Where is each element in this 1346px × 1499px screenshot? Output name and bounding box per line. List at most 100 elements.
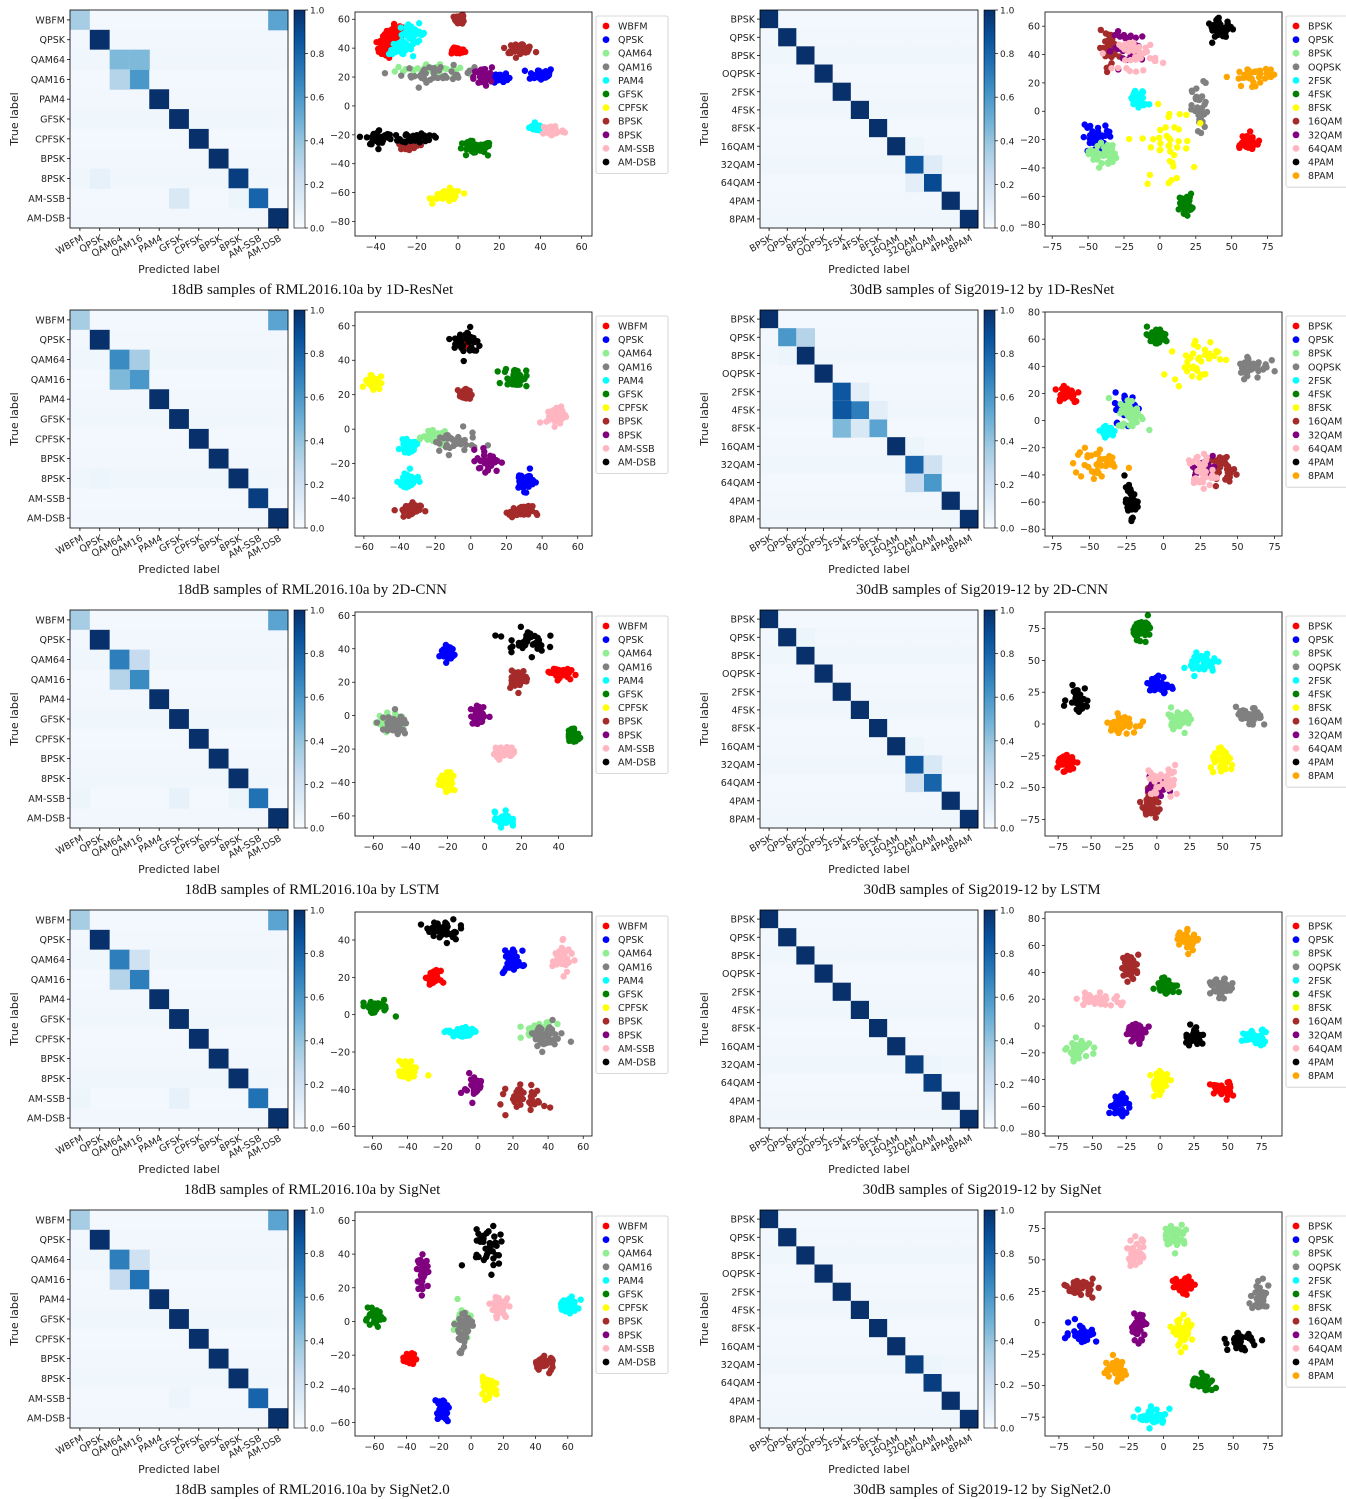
cm-cell	[149, 669, 170, 690]
tsne-point	[486, 713, 493, 721]
cm-cell	[796, 473, 815, 493]
tsne-point	[508, 637, 515, 644]
tsne-point	[1226, 473, 1233, 481]
cm-cell	[70, 929, 91, 951]
cm-cell	[869, 382, 888, 402]
tsne-point	[1188, 87, 1196, 94]
cm-cell	[850, 209, 870, 229]
cm-cell	[129, 689, 150, 710]
tsne-point	[389, 727, 396, 734]
cm-cell	[869, 64, 888, 84]
tsne-point	[1164, 772, 1171, 779]
cm-cell	[923, 173, 943, 193]
tsne-point	[425, 973, 432, 981]
cm-cell	[778, 82, 797, 102]
cm-row-label: AM-DSB	[27, 514, 65, 525]
cm-cell	[869, 719, 888, 738]
cm-row-label: 16QAM	[721, 742, 755, 753]
cm-cell	[905, 628, 924, 647]
cm-cell	[208, 89, 230, 110]
cm-row-label: CPFSK	[35, 1034, 66, 1045]
cm-cell	[149, 910, 170, 931]
tsne-point	[1105, 394, 1113, 402]
tsne-point	[570, 736, 577, 744]
cm-cell	[109, 369, 130, 390]
cm-row-label: AM-DSB	[27, 1114, 65, 1125]
cm-cell	[268, 929, 289, 951]
cm-cell	[248, 808, 269, 829]
cm-cell	[887, 100, 906, 120]
cm-ylabel: True label	[698, 392, 711, 446]
cm-cell	[796, 773, 815, 793]
cm-cell	[832, 809, 852, 829]
cm-cell	[796, 809, 815, 829]
tsne-point	[1228, 466, 1235, 474]
tsne-point	[395, 46, 403, 53]
tsne-point	[536, 419, 544, 426]
cm-cell	[760, 64, 779, 84]
cm-cell	[228, 488, 249, 509]
legend-label: 8PSK	[1308, 49, 1333, 60]
cm-cell	[129, 109, 150, 130]
colorbar-tick-label: 1.0	[310, 907, 325, 917]
cm-cell	[129, 748, 150, 770]
legend-label: GFSK	[618, 90, 644, 101]
cm-cell	[923, 700, 943, 720]
tsne-point	[1176, 110, 1183, 118]
legend-marker	[602, 377, 610, 384]
tsne-point	[545, 70, 552, 77]
cm-cell	[208, 629, 230, 651]
cm-cell	[941, 155, 961, 174]
cm-cell	[228, 109, 249, 130]
tsne-point	[1212, 482, 1220, 490]
cm-cell	[208, 610, 230, 631]
tsne-point	[462, 441, 470, 448]
legend-label: 8FSK	[1308, 103, 1332, 114]
cm-cell	[905, 491, 924, 511]
cm-cell	[109, 109, 130, 130]
cm-cell	[208, 349, 230, 370]
colorbar-tick-label: 0.8	[310, 950, 325, 960]
tsne-point	[1126, 408, 1133, 415]
cm-cell	[959, 119, 979, 138]
tsne-ytick-label: 80	[1028, 308, 1040, 319]
cm-cell	[923, 664, 943, 684]
tsne-point	[519, 947, 526, 954]
cm-cell	[887, 364, 906, 384]
cm-cell	[268, 1068, 289, 1089]
cm-cell	[129, 89, 150, 110]
cm-cell	[149, 610, 170, 631]
cm-cell	[248, 709, 269, 730]
tsne-point	[375, 145, 382, 153]
cm-cell	[814, 455, 834, 474]
cm-cell	[89, 69, 111, 90]
cm-cell	[109, 69, 130, 90]
cm-cell	[941, 437, 961, 456]
confusion-matrix: WBFMWBFMQPSKQPSKQAM64QAM64QAM16QAM16PAM4…	[8, 609, 289, 876]
cm-cell	[228, 649, 249, 670]
legend-marker	[602, 390, 610, 398]
cm-cell	[208, 649, 230, 670]
legend-label: AM-SSB	[618, 444, 655, 455]
cm-cell	[129, 989, 150, 1010]
tsne-point	[474, 713, 481, 720]
tsne-point	[1125, 720, 1132, 727]
legend-marker	[1292, 445, 1300, 452]
legend-marker	[1292, 322, 1300, 330]
tsne-point	[1184, 201, 1191, 208]
cm-cell	[923, 155, 943, 174]
cm-cell	[268, 89, 289, 110]
cm-row-label: QAM64	[31, 355, 65, 366]
cm-cell	[268, 689, 289, 710]
colorbar-tick-label: 0.0	[310, 1125, 325, 1135]
cm-cell	[248, 310, 269, 331]
cm-cell	[778, 700, 797, 720]
legend-label: 64QAM	[1308, 744, 1342, 755]
cm-cell	[778, 509, 797, 529]
legend-label: 32QAM	[1308, 430, 1342, 441]
cm-cell	[188, 929, 210, 951]
cm-cell	[959, 28, 979, 47]
cm-cell	[778, 173, 797, 193]
cm-cell	[796, 364, 815, 384]
